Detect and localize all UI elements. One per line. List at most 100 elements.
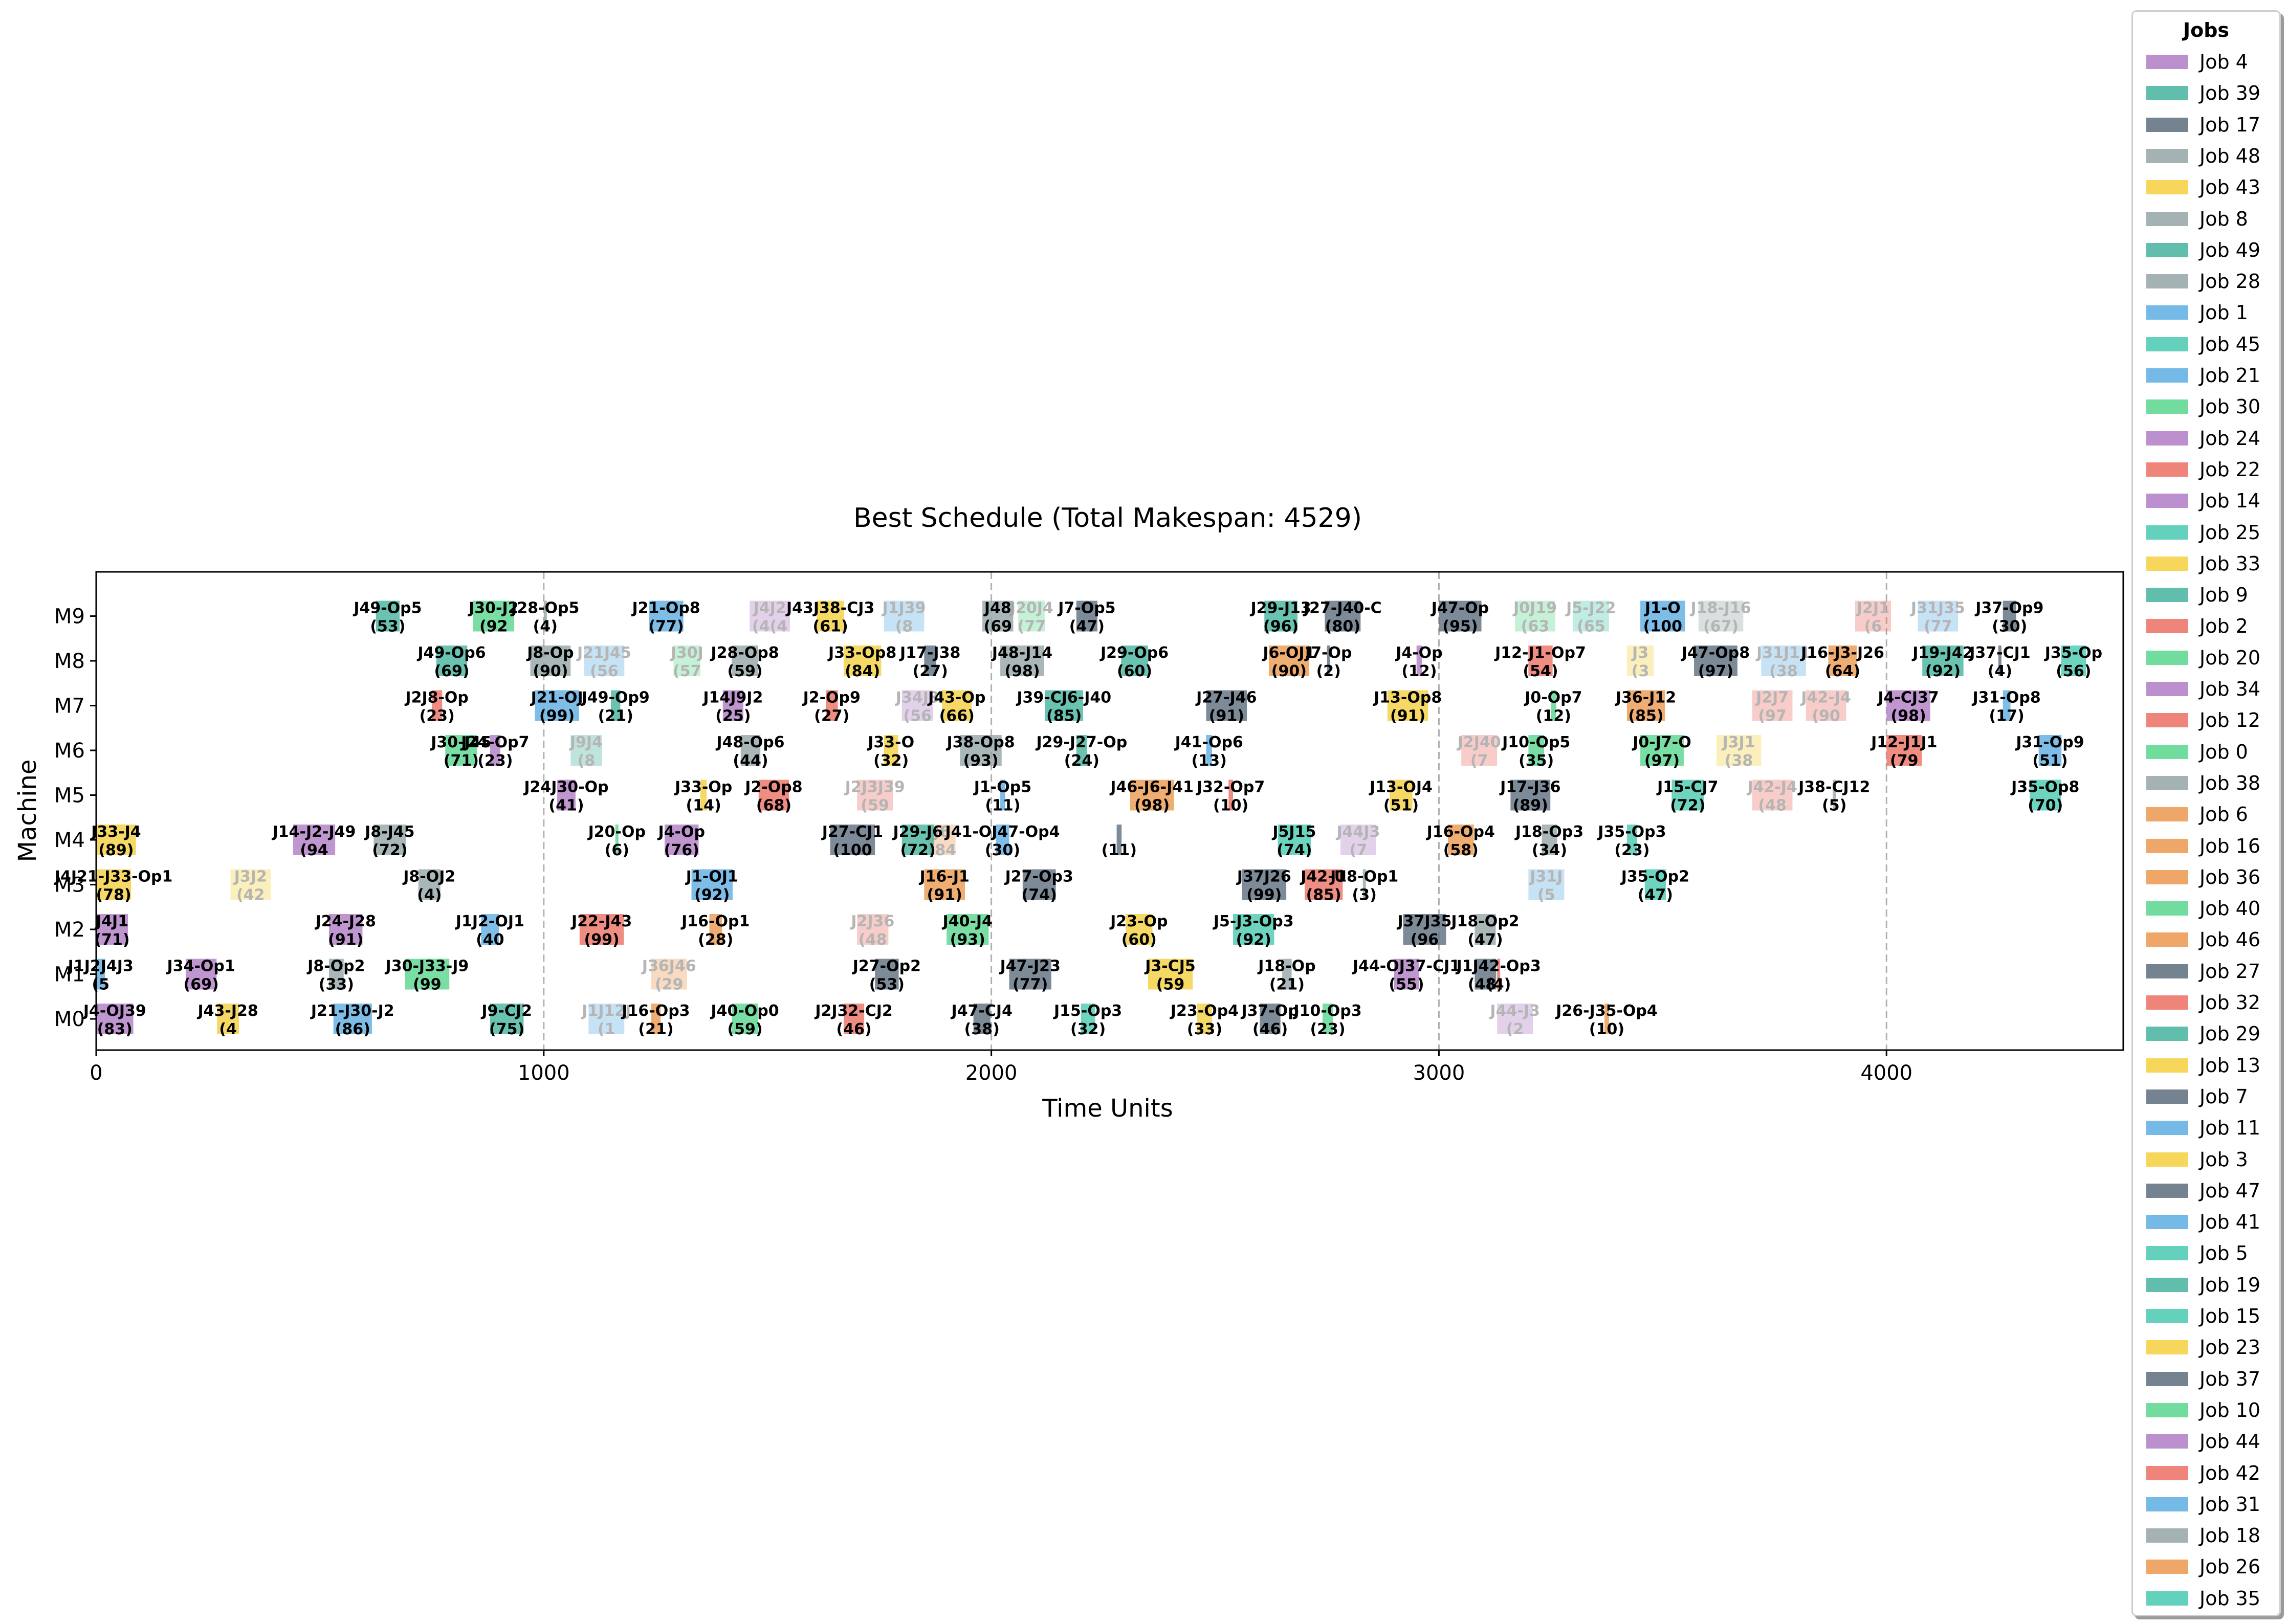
task-name-label: J13-Op8 (1373, 689, 1442, 707)
task-rect (1716, 735, 1762, 766)
task-rect (2003, 600, 2016, 632)
task-bar-138: J42-J4(48 (1746, 778, 1797, 815)
task-name-label: J27-J40-C (1303, 599, 1382, 617)
legend-label: Job 37 (2199, 1367, 2261, 1390)
task-bar-100: J47-J23(77) (999, 958, 1061, 994)
task-rect (673, 646, 700, 676)
task-duration-label: (63 (1521, 618, 1549, 636)
legend-label: Job 0 (2199, 740, 2248, 763)
task-name-label: J28-Op8 (710, 644, 779, 662)
task-bar-38: J36-J12(85) (1615, 689, 1676, 725)
y-tick-label-m6: M6 (54, 739, 85, 763)
legend-swatch (2146, 180, 2188, 195)
task-rect (1000, 780, 1005, 811)
legend-item: Job 10 (2146, 1399, 2260, 1421)
task-bar-124: J18-J16(67) (1689, 599, 1751, 636)
legend-item: Job 5 (2146, 1242, 2248, 1265)
legend-label: Job 16 (2199, 834, 2261, 857)
task-duration-label: (23) (477, 752, 513, 770)
task-name-label: J40-J4 (942, 913, 993, 930)
task-bar-128: J30J(57 (670, 644, 703, 680)
task-bar-61: J38-CJ12(5) (1797, 778, 1870, 815)
task-rect (557, 780, 576, 811)
task-rect (490, 735, 500, 766)
task-rect (1439, 600, 1482, 632)
task-rect (1387, 690, 1428, 721)
legend-item: Job 11 (2146, 1117, 2260, 1139)
legend-label: Job 14 (2199, 490, 2261, 513)
legend-label: Job 5 (2199, 1242, 2248, 1265)
task-rect (1640, 600, 1685, 632)
legend-swatch (2146, 1121, 2188, 1136)
task-name-label: J27-CJ1 (821, 823, 883, 841)
task-rect (445, 735, 477, 766)
legend-label: Job 8 (2199, 207, 2248, 230)
task-name-label: J21-Op8 (631, 599, 700, 617)
legend-swatch (2146, 744, 2188, 759)
task-name-label: J29-J6 (892, 823, 942, 841)
task-name-label: J49-Op5 (353, 599, 422, 617)
task-name-label: J2J1 (1856, 599, 1889, 617)
task-name-label: J10-Op5 (1501, 733, 1570, 751)
task-bar-75: J35-Op3(23) (1597, 823, 1666, 859)
task-name-label: J47-Op (1431, 599, 1489, 617)
y-tick-label-m2: M2 (54, 918, 85, 942)
task-rect (709, 914, 722, 945)
task-duration-label: (99) (584, 931, 620, 949)
task-duration-label: (92) (1925, 662, 1961, 680)
task-duration-label: (61) (813, 618, 848, 636)
legend-item: Job 31 (2146, 1493, 2260, 1516)
legend-swatch (2146, 431, 2188, 446)
task-duration-label: (59 (1156, 976, 1184, 994)
task-bar-87: J1J2-OJ1(40 (455, 913, 524, 949)
task-rect (1000, 646, 1044, 676)
legend-item: Job 8 (2146, 207, 2248, 230)
task-duration-label: (93) (963, 752, 998, 770)
task-duration-label: (4(4 (752, 618, 787, 636)
task-name-label: J4-Op (1395, 644, 1442, 662)
task-name-label: J30J (670, 644, 703, 662)
task-duration-label: (91) (328, 931, 363, 949)
task-duration-label: (47) (1638, 886, 1673, 904)
task-duration-label: (33) (319, 976, 354, 994)
task-duration-label: (35) (1519, 752, 1554, 770)
task-duration-label: (2 (1506, 1020, 1524, 1038)
task-rect (481, 914, 499, 945)
task-name-label: J22-J43 (570, 913, 632, 930)
task-duration-label: (68) (756, 797, 791, 815)
task-rect (1304, 869, 1343, 900)
task-name-label: J18-Op (1257, 958, 1315, 975)
legend-item: Job 22 (2146, 458, 2260, 481)
task-duration-label: (70) (2028, 797, 2063, 815)
task-bar-126: J31J35(77 (1910, 599, 1965, 636)
task-name-label: J49-Op9 (581, 689, 650, 707)
task-bar-106: J4-OJ39(83) (82, 1002, 146, 1038)
task-rect (1081, 1004, 1095, 1034)
task-bar-6: J7-Op5(47) (1057, 599, 1115, 636)
task-duration-label: (8 (895, 618, 913, 636)
task-name-label: J6-OJ1 (1262, 644, 1315, 662)
task-name-label: J29-J27-Op (1035, 733, 1127, 751)
task-bar-117: J10-Op3(23) (1292, 1002, 1361, 1038)
task-bar-21: J4-Op(12) (1395, 644, 1442, 680)
task-name-label: J1J42-Op3 (1456, 958, 1541, 975)
task-rect (1497, 959, 1501, 990)
task-rect (96, 1004, 134, 1034)
task-name-label: J24J30-Op (523, 778, 608, 796)
task-bar-30: J49-Op9(21) (581, 689, 650, 725)
task-name-label: J37J35 (1397, 913, 1452, 930)
legend-item: Job 1 (2146, 301, 2248, 324)
task-bar-14: J28-Op8(59) (710, 644, 779, 680)
legend-swatch (2146, 242, 2188, 257)
task-name-label: J15-Op3 (1053, 1002, 1122, 1020)
task-name-label: J27-Op3 (1004, 868, 1073, 886)
legend-swatch (2146, 713, 2188, 728)
legend-label: Job 1 (2199, 301, 2248, 324)
task-duration-label: (74) (1277, 841, 1312, 859)
task-bar-13: J8-Op(90) (526, 644, 574, 680)
task-rect (1322, 1004, 1333, 1034)
task-name-label: J47-J23 (999, 958, 1061, 975)
task-bar-98: J30-J33-J9(99 (385, 958, 469, 994)
task-rect (1528, 869, 1565, 900)
y-tick-label-m0: M0 (54, 1008, 85, 1031)
